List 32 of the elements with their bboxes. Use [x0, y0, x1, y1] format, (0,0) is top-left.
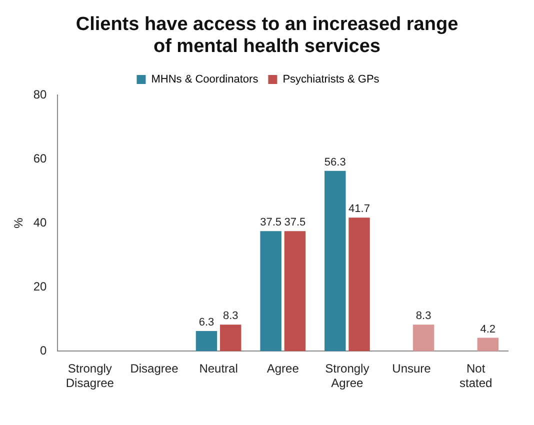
data-label: 37.5	[284, 216, 306, 229]
x-tick-label: Disagree	[130, 362, 179, 376]
x-tick-label: Agree	[266, 362, 300, 376]
legend-label: MHNs & Coordinators	[151, 74, 259, 86]
y-tick-label: 20	[33, 279, 48, 294]
y-tick-label: 40	[33, 215, 48, 230]
bar	[348, 218, 370, 352]
x-tick-label: Neutral	[199, 362, 238, 376]
x-tick-label: Strongly Agree	[325, 362, 370, 390]
bar	[284, 231, 306, 352]
data-label: 8.3	[222, 310, 238, 322]
x-tick-label: Not stated	[459, 362, 492, 390]
bar	[196, 331, 218, 352]
y-tick-label: 80	[33, 87, 48, 102]
bar	[220, 324, 242, 352]
bar	[324, 170, 346, 352]
legend-label: Psychiatrists & GPs	[282, 74, 380, 86]
chart-title: Clients have access to an increased range of mental health services	[74, 14, 460, 58]
data-label: 8.3	[416, 310, 432, 322]
bar	[477, 338, 499, 352]
y-axis-title: %	[12, 217, 26, 228]
y-tick-label: 0	[40, 344, 48, 358]
data-label: 56.3	[324, 156, 346, 168]
data-label: 41.7	[348, 203, 370, 216]
data-label: 4.2	[480, 323, 496, 336]
y-tick-label: 60	[33, 151, 48, 166]
bar	[412, 324, 434, 352]
bar	[260, 231, 282, 352]
x-tick-label: Strongly Disagree	[66, 362, 114, 390]
x-tick-label: Unsure	[392, 362, 432, 376]
data-label: 6.3	[198, 316, 214, 329]
data-label: 37.5	[260, 216, 282, 229]
